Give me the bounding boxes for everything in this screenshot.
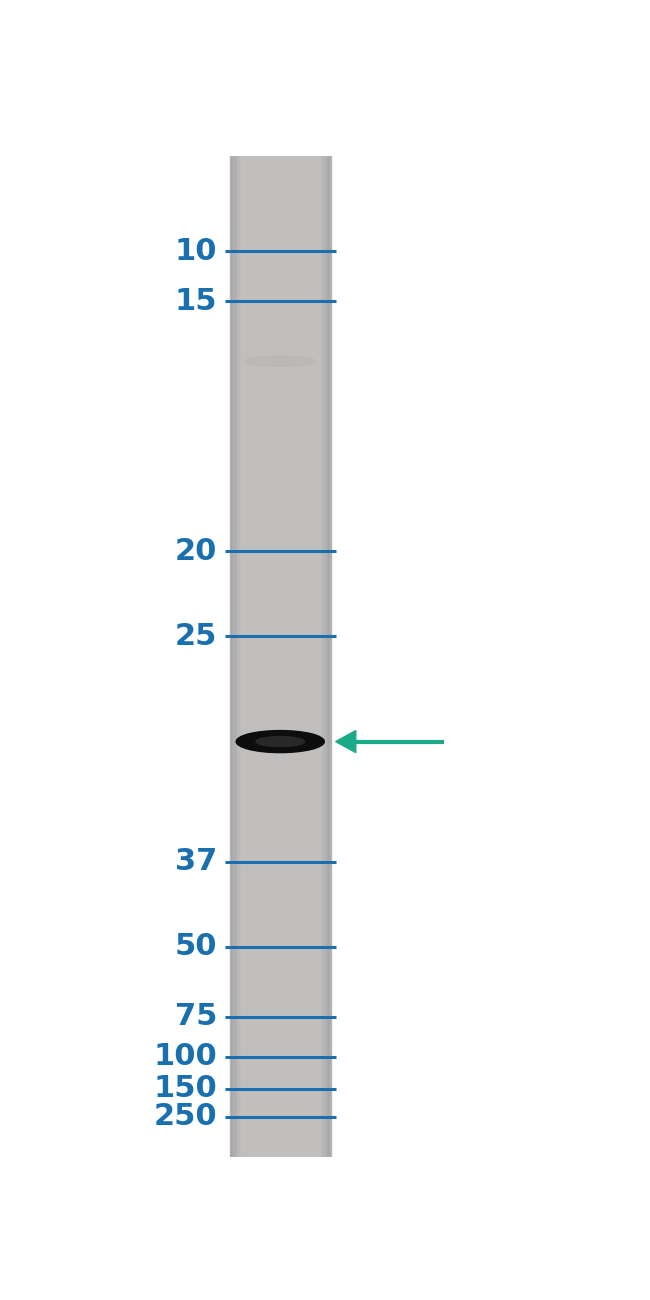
Text: 15: 15: [175, 286, 217, 316]
Ellipse shape: [256, 737, 304, 746]
Bar: [320, 156, 322, 1157]
FancyArrow shape: [335, 731, 356, 753]
Bar: [330, 156, 331, 1157]
Bar: [235, 156, 236, 1157]
Ellipse shape: [236, 731, 324, 753]
Text: 20: 20: [175, 537, 217, 566]
Text: 75: 75: [175, 1002, 217, 1031]
Bar: [230, 156, 331, 1157]
Bar: [324, 156, 326, 1157]
Bar: [322, 156, 323, 1157]
Bar: [239, 156, 240, 1157]
Text: 25: 25: [175, 621, 217, 651]
Text: 250: 250: [153, 1102, 217, 1131]
Bar: [237, 156, 239, 1157]
Bar: [323, 156, 324, 1157]
Bar: [327, 156, 328, 1157]
Text: 150: 150: [153, 1074, 217, 1104]
Text: 50: 50: [175, 932, 217, 961]
Bar: [236, 156, 237, 1157]
Bar: [231, 156, 233, 1157]
Text: 37: 37: [175, 848, 217, 876]
Ellipse shape: [245, 356, 315, 367]
Bar: [230, 156, 231, 1157]
Text: 10: 10: [175, 237, 217, 265]
Text: 100: 100: [153, 1043, 217, 1071]
Bar: [233, 156, 235, 1157]
Bar: [326, 156, 327, 1157]
Bar: [328, 156, 330, 1157]
